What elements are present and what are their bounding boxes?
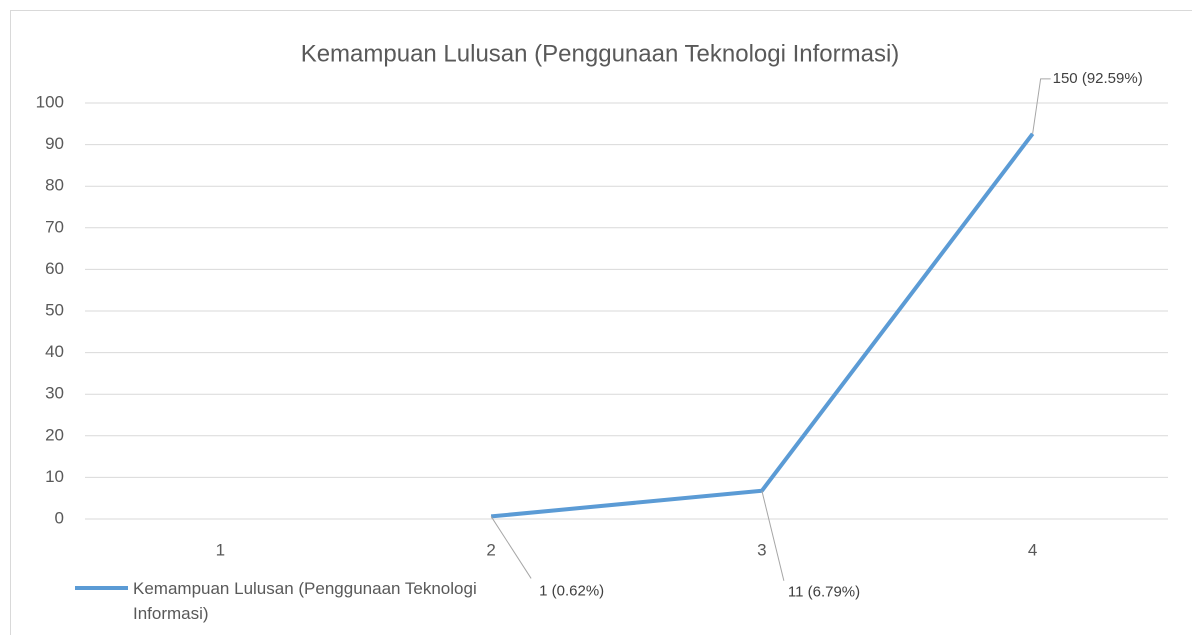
y-tick-label: 70 [45,217,64,236]
y-tick-label: 50 [45,300,64,319]
legend-label: Kemampuan Lulusan (Penggunaan Teknologi … [133,579,477,623]
x-tick-label: 2 [486,540,495,559]
leader-line [490,516,532,579]
leader-line [761,490,785,581]
y-tick-label: 100 [36,92,64,111]
leader-line [1032,78,1051,134]
chart-border [10,10,1192,635]
data-label: 150 (92.59%) [1053,70,1143,87]
x-tick-label: 1 [216,540,225,559]
y-tick-label: 80 [45,176,64,195]
x-tick-label: 3 [757,540,766,559]
y-tick-label: 0 [55,508,64,527]
series-line [490,132,1035,519]
data-label: 11 (6.79%) [788,584,860,601]
x-tick-label: 4 [1028,540,1037,559]
chart-title: Kemampuan Lulusan (Penggunaan Teknologi … [301,40,900,67]
y-tick-label: 10 [45,467,64,486]
y-tick-label: 40 [45,342,64,361]
y-tick-label: 30 [45,384,64,403]
y-tick-label: 60 [45,259,64,278]
y-tick-label: 20 [45,425,64,444]
data-label: 1 (0.62%) [539,582,604,599]
y-tick-label: 90 [45,134,64,153]
